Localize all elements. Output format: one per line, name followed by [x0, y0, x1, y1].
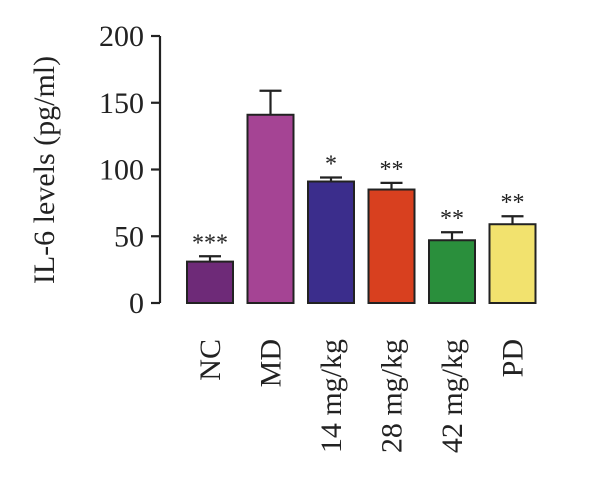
- x-tick-label: NC: [194, 339, 227, 381]
- bar: [488, 223, 537, 304]
- x-tick-label: 28 mg/kg: [376, 339, 409, 453]
- y-tick-label: 100: [99, 154, 144, 187]
- bar: [428, 239, 476, 305]
- x-tick-label: PD: [497, 339, 530, 377]
- x-tick-label: MD: [255, 339, 288, 387]
- y-axis: 0 50 100 150 200: [99, 20, 162, 320]
- significance-marker: **: [380, 157, 404, 183]
- x-axis-labels: NC MD 14 mg/kg 28 mg/kg 42 mg/kg PD: [194, 339, 530, 453]
- significance-marker: *: [325, 152, 337, 178]
- x-tick-label: 14 mg/kg: [315, 339, 348, 453]
- significance-marker: **: [501, 190, 525, 216]
- significance-marker: ***: [192, 230, 228, 256]
- y-tick-label: 200: [99, 20, 144, 53]
- x-tick-label: 42 mg/kg: [436, 339, 469, 453]
- bar: [307, 180, 355, 304]
- bar: [186, 260, 234, 304]
- bar: [246, 113, 295, 304]
- bars-group: **** ******: [186, 89, 537, 305]
- significance-marker: **: [440, 206, 464, 232]
- y-tick-label: 0: [129, 287, 144, 320]
- bar: [367, 188, 416, 304]
- y-axis-title: IL-6 levels (pg/ml): [28, 56, 61, 284]
- y-tick-label: 50: [114, 220, 144, 253]
- y-tick-label: 150: [99, 87, 144, 120]
